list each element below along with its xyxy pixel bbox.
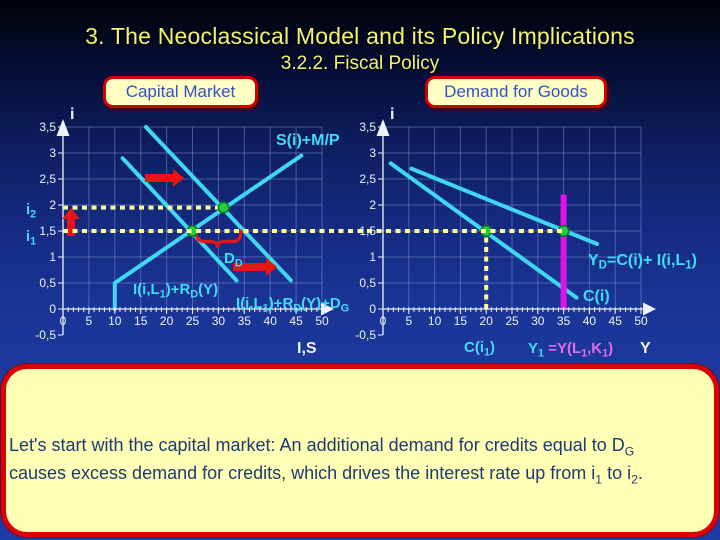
tick-label: 0,5 [359,276,376,290]
tick-label: 5 [405,314,412,328]
tick-label: 5 [86,314,93,328]
tick-label: 0 [60,314,67,328]
tick-label: 2,5 [39,172,56,186]
tick-label: 10 [108,314,122,328]
footer-note-box: Let's start with the capital market: An … [1,364,719,537]
chart-header-label: Demand for Goods [444,82,588,101]
chart-label: YD=C(i)+ I(i,L1) [588,252,697,272]
x-axis-arrow-icon [643,302,656,316]
chart-label: S(i)+M/P [276,132,340,149]
demand-shift-lower-arrow [233,258,277,276]
tick-label: 20 [160,314,174,328]
chart-label: Y [640,340,651,357]
tick-label: 1 [369,250,376,264]
tick-label: -0,5 [35,328,56,342]
slide-subtitle: 3.2.2. Fiscal Policy [280,53,440,74]
tick-label: 25 [186,314,200,328]
equilibrium-dot [217,201,230,214]
footer-text: Let's start with the capital market: An … [9,435,712,491]
tick-label: 3,5 [359,120,376,134]
slide-title: 3. The Neoclassical Model and its Policy… [85,23,635,49]
footer-line: Let's start with the capital market: An … [9,435,635,459]
chart-label: I(i,L1)+RD(Y)+DG [236,295,349,315]
tick-label: 40 [264,314,278,328]
tick-label: 15 [134,314,148,328]
curve-i-i-l1-rd-y- [120,156,239,283]
chart-label: i2 [26,201,36,221]
tick-label: 20 [480,314,494,328]
chart-label: i [70,106,74,123]
curve-i-i-l1-rd-y-dg [143,125,293,283]
tick-label: 2,5 [359,172,376,186]
chart-demand-for-goods: 05101520253035404550-0,500,511,522,533,5… [355,106,697,360]
chart-header-demand-for-goods: Demand for Goods [425,76,607,108]
x-axis-arrow-icon [321,302,334,316]
tick-label: 30 [212,314,226,328]
interest-rate-up-arrow [62,208,80,236]
tick-label: 2 [369,198,376,212]
dd-brace [194,229,243,249]
tick-label: 45 [289,314,303,328]
tick-label: 0,5 [39,276,56,290]
chart-label: C(i) [583,288,610,305]
tick-label: 45 [609,314,623,328]
tick-label: 1 [49,250,56,264]
tick-label: 50 [634,314,648,328]
chart-label: I,S [297,340,317,357]
tick-label: 35 [557,314,571,328]
tick-label: 25 [505,314,519,328]
tick-label: 3 [369,146,376,160]
chart-label: C(i1) [464,339,495,359]
tick-label: 1,5 [39,224,56,238]
tick-label: 50 [315,314,329,328]
chart-label: DD [224,250,243,270]
tick-label: 30 [531,314,545,328]
chart-label: I(i,L1)+RD(Y) [133,281,218,301]
tick-label: 0 [49,302,56,316]
chart-label: Y1 =Y(L1,K1) [528,340,613,360]
footer-line: causes excess demand for credits, which … [9,463,643,487]
tick-label: 0 [369,302,376,316]
tick-label: -0,5 [355,328,376,342]
chart-capital-market: 0 5 10 15 20 25 30 35 40 45 50 -0,5 0 0,5 1 1,5 2 2,5 3 3,5… [26,106,349,357]
tick-label: 35 [238,314,252,328]
tick-label: 10 [428,314,442,328]
curve-s-i-m-p [112,153,304,311]
chart-label: i1 [26,228,36,248]
chart-label: i [390,106,394,123]
tick-label: 0 [380,314,387,328]
tick-label: 3,5 [39,120,56,134]
tick-label: 2 [49,198,56,212]
tick-label: 3 [49,146,56,160]
tick-label: 15 [454,314,468,328]
chart-header-label: Capital Market [125,82,236,101]
tick-label: 40 [583,314,597,328]
chart-header-capital-market: Capital Market [103,76,258,108]
charts-canvas: 0 5 10 15 20 25 30 35 40 45 50-0,500,511,522,533,5… [26,106,697,360]
demand-shift-upper-arrow [145,169,184,187]
